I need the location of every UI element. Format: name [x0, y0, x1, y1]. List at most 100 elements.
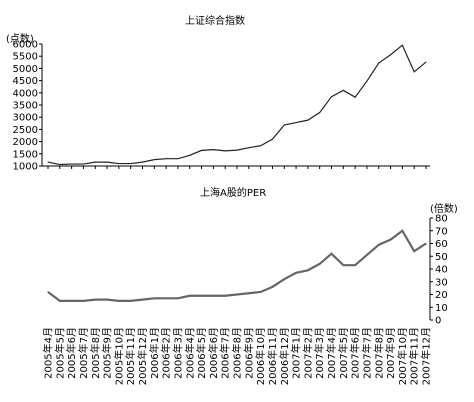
bottom-data-point — [283, 278, 285, 280]
top-data-point — [319, 112, 321, 114]
bottom-data-point — [413, 250, 415, 252]
bottom-data-point — [130, 300, 132, 302]
top-data-point — [366, 80, 368, 82]
bottom-data-point — [354, 264, 356, 266]
x-tick-label: 2005年9月 — [101, 327, 114, 379]
top-y-tick-label: 2500 — [13, 125, 38, 136]
top-data-point — [47, 161, 49, 163]
bottom-series-line — [47, 229, 427, 302]
top-data-point — [390, 54, 392, 56]
top-series-line — [47, 44, 427, 166]
x-tick-label: 2007年7月 — [360, 327, 373, 379]
x-tick-label: 2006年8月 — [231, 327, 244, 379]
x-tick-label: 2006年11月 — [266, 327, 279, 385]
top-data-point — [260, 145, 262, 147]
bottom-data-point — [141, 299, 144, 301]
bottom-y-tick-label: 0 — [435, 316, 441, 327]
x-tick-label: 2007年11月 — [408, 327, 421, 385]
top-data-point — [142, 161, 143, 163]
top-data-point — [413, 71, 415, 73]
bottom-y-tick-label: 20 — [435, 290, 448, 301]
bottom-data-point — [212, 295, 214, 297]
top-y-tick-label: 4500 — [13, 76, 38, 87]
top-y-tick-label: 2000 — [13, 137, 38, 148]
top-data-point — [331, 96, 332, 98]
x-tick-label: 2006年1月 — [148, 327, 161, 379]
x-tick-label: 2005年4月 — [42, 327, 55, 379]
x-tick-label: 2007年2月 — [301, 327, 314, 379]
bottom-data-point — [342, 264, 344, 266]
top-data-point — [59, 164, 61, 166]
bottom-y-tick-label: 30 — [435, 277, 448, 288]
bottom-y-tick-label: 10 — [435, 303, 448, 314]
top-y-tick-label: 3000 — [13, 113, 38, 124]
bottom-data-point — [248, 292, 250, 294]
top-data-point — [201, 149, 203, 151]
bottom-y-tick-label: 40 — [435, 265, 448, 276]
bottom-data-point — [425, 242, 427, 245]
x-tick-label: 2005年12月 — [136, 327, 149, 385]
bottom-data-point — [165, 297, 167, 299]
bottom-data-point — [224, 295, 226, 297]
x-tick-label: 2007年12月 — [420, 327, 433, 385]
x-tick-label: 2007年8月 — [372, 327, 385, 379]
x-tick-label: 2007年5月 — [337, 327, 350, 379]
bottom-data-point — [236, 293, 238, 296]
bottom-data-point — [71, 300, 73, 302]
bottom-data-point — [366, 254, 368, 256]
bottom-data-point — [378, 244, 380, 246]
top-y-tick-label: 1500 — [13, 149, 38, 160]
top-data-point — [295, 122, 297, 124]
top-data-point — [425, 61, 427, 63]
top-data-point — [283, 124, 285, 126]
top-y-tick-label: 6000 — [13, 40, 38, 51]
top-data-point — [165, 158, 167, 160]
bottom-y-tick-label: 50 — [435, 252, 448, 263]
bottom-data-point — [307, 269, 309, 271]
x-tick-label: 2006年6月 — [207, 327, 220, 379]
bottom-data-point — [177, 297, 179, 299]
bottom-data-point — [330, 253, 333, 255]
top-data-point — [71, 163, 73, 165]
top-data-point — [177, 158, 179, 160]
x-tick-label: 2005年6月 — [65, 327, 78, 379]
x-tick-label: 2005年5月 — [53, 327, 66, 379]
x-tick-label: 2007年10月 — [396, 327, 409, 385]
bottom-y-tick-label: 60 — [435, 239, 448, 250]
top-y-tick-label: 3500 — [13, 101, 38, 112]
bottom-data-point — [94, 299, 96, 301]
bottom-data-point — [189, 295, 191, 297]
x-tick-label: 2007年4月 — [325, 327, 338, 379]
top-data-point — [94, 161, 96, 163]
x-tick-label: 2007年1月 — [290, 327, 303, 379]
top-data-point — [130, 163, 132, 165]
top-data-point — [401, 44, 403, 46]
top-data-point — [189, 154, 191, 156]
bottom-y-tick-label: 80 — [435, 214, 448, 225]
top-y-tick-label: 1000 — [13, 162, 38, 173]
bottom-data-point — [389, 239, 392, 241]
bottom-data-point — [106, 299, 108, 301]
bottom-data-point — [47, 291, 49, 293]
bottom-data-point — [295, 272, 297, 274]
x-tick-label: 2006年10月 — [254, 327, 267, 385]
bottom-chart-y-unit: (倍数) — [430, 204, 458, 215]
bottom-data-point — [260, 291, 262, 293]
top-y-tick-label: 5500 — [13, 52, 38, 63]
x-tick-label: 2006年9月 — [242, 327, 255, 379]
bottom-data-point — [200, 295, 203, 297]
bottom-data-point — [82, 300, 85, 302]
x-tick-label: 2005年10月 — [112, 327, 125, 385]
bottom-data-point — [118, 300, 120, 302]
x-tick-label: 2006年7月 — [219, 327, 232, 379]
top-chart-title: 上证综合指数 — [185, 16, 245, 27]
bottom-y-tick-label: 70 — [435, 226, 448, 237]
top-data-point — [307, 119, 309, 121]
x-tick-label: 2005年7月 — [77, 327, 90, 379]
bottom-data-point — [401, 230, 403, 232]
top-data-point — [378, 62, 380, 64]
x-tick-label: 2007年6月 — [349, 327, 362, 379]
top-data-point — [224, 150, 226, 152]
